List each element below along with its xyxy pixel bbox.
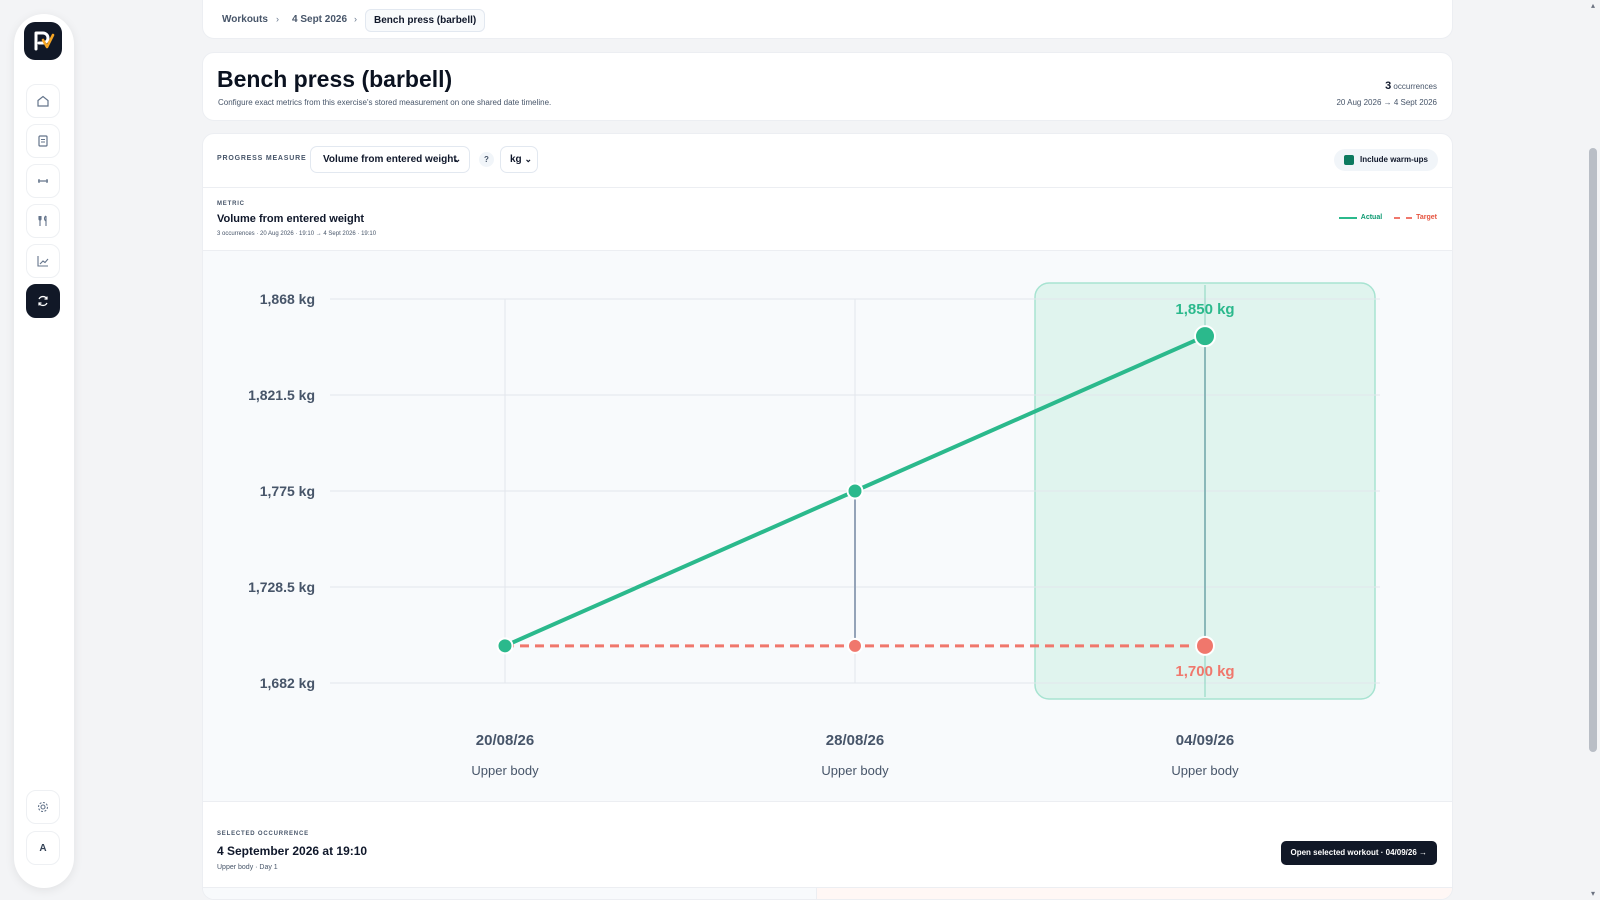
x-tick-sublabel: Upper body [821, 763, 889, 778]
sidebar: A [14, 14, 74, 888]
include-warmups-label: Include warm-ups [1359, 155, 1428, 164]
target-point[interactable] [1195, 635, 1215, 656]
scroll-up-icon[interactable]: ▴ [1590, 1, 1595, 10]
chevron-down-icon: ⌄ [453, 154, 461, 164]
occurrence-count-value: 3 [1385, 80, 1392, 92]
selected-occurrence-title: 4 September 2026 at 19:10 [217, 844, 368, 858]
selected-occurrence-label: SELECTED OCCURRENCE [217, 831, 309, 837]
y-tick-label: 1,682 kg [260, 675, 315, 691]
nav-home[interactable] [26, 84, 60, 118]
nav-exercises[interactable] [26, 164, 60, 198]
x-tick-sublabel: Upper body [1171, 763, 1239, 778]
exercise-header: Bench press (barbell) Configure exact me… [202, 52, 1453, 121]
metric-name: Volume from entered weight [217, 213, 365, 225]
scroll-down-icon[interactable]: ▾ [1590, 889, 1595, 898]
home-icon [37, 95, 49, 107]
avatar[interactable]: A [26, 831, 60, 865]
open-workout-button[interactable]: Open selected workout · 04/09/26 → [1280, 841, 1437, 865]
actual-value-label: 1,850 kg [1175, 301, 1234, 318]
nav-progress[interactable] [26, 284, 60, 318]
utensils-icon [38, 215, 47, 226]
detail-panel-right [816, 887, 1452, 899]
measure-select-value: Volume from entered weight [323, 154, 457, 165]
divider [203, 187, 1452, 188]
actual-point[interactable] [846, 482, 864, 500]
target-value-label: 1,700 kg [1175, 663, 1234, 680]
breadcrumb-current: Bench press (barbell) [365, 9, 486, 32]
settings-button[interactable] [26, 790, 60, 824]
chevron-down-icon: ⌄ [524, 154, 532, 164]
actual-point[interactable] [1194, 325, 1216, 348]
chart-icon [37, 256, 49, 267]
help-button[interactable]: ? [479, 152, 494, 167]
x-tick-label: 28/08/26 [826, 732, 884, 749]
nav-workouts[interactable] [26, 124, 60, 158]
divider [203, 801, 1452, 802]
gear-icon [37, 801, 49, 813]
page-title: Bench press (barbell) [217, 66, 453, 92]
detail-panel-left [203, 887, 816, 899]
dumbbell-icon [38, 179, 48, 183]
progress-card: PROGRESS MEASURE Volume from entered wei… [202, 133, 1453, 900]
target-point[interactable] [847, 637, 863, 654]
measure-select[interactable]: Volume from entered weight ⌄ [310, 146, 470, 173]
unit-select[interactable]: kg ⌄ [500, 146, 538, 173]
occurrence-count: 3 occurrences [1385, 80, 1437, 92]
y-tick-label: 1,821.5 kg [248, 387, 315, 403]
unit-select-value: kg [510, 154, 522, 165]
occurrence-count-label: occurrences [1393, 82, 1437, 91]
chart-legend: Actual Target [1338, 214, 1437, 221]
logo-mark [34, 31, 55, 51]
occurrence-date-range: 20 Aug 2026 → 4 Sept 2026 [1336, 98, 1437, 107]
include-warmups-toggle[interactable]: Include warm-ups [1333, 149, 1438, 171]
nav-analytics[interactable] [26, 244, 60, 278]
selected-occurrence-subtitle: Upper body · Day 1 [217, 864, 278, 871]
legend-actual-swatch [1338, 216, 1357, 219]
y-tick-label: 1,728.5 kg [248, 579, 315, 595]
breadcrumb-date[interactable]: 4 Sept 2026 [292, 14, 348, 25]
chart-area: 1,868 kg 1,821.5 kg 1,775 kg 1,728.5 kg 1,68… [203, 251, 1452, 801]
x-tick-label: 20/08/26 [476, 732, 534, 749]
divider [203, 250, 1452, 251]
metric-label: METRIC [217, 201, 245, 207]
legend-target-swatch [1394, 216, 1413, 219]
progress-measure-label: PROGRESS MEASURE [217, 155, 307, 162]
checkbox-checked-icon[interactable] [1343, 155, 1354, 165]
metric-detail: 3 occurrences · 20 Aug 2026 · 19:10 → 4 … [217, 231, 377, 237]
y-tick-label: 1,775 kg [260, 483, 315, 499]
x-tick-label: 04/09/26 [1176, 732, 1234, 749]
sync-icon [38, 295, 48, 307]
breadcrumb-separator: › [354, 14, 357, 24]
breadcrumb: Workouts › 4 Sept 2026 › Bench press (ba… [202, 0, 1453, 39]
y-tick-label: 1,868 kg [260, 291, 315, 307]
progress-chart: 1,868 kg 1,821.5 kg 1,775 kg 1,728.5 kg 1,68… [248, 282, 1380, 778]
nav-nutrition[interactable] [26, 204, 60, 238]
breadcrumb-separator: › [276, 14, 279, 24]
page-scrollbar[interactable]: ▴ ▾ [1586, 0, 1600, 900]
breadcrumb-workouts[interactable]: Workouts [222, 14, 268, 25]
legend-actual-label: Actual [1360, 214, 1383, 221]
clipboard-icon [38, 135, 48, 147]
page-subtitle: Configure exact metrics from this exerci… [218, 98, 552, 107]
app-logo[interactable] [24, 22, 62, 60]
actual-point[interactable] [496, 637, 514, 655]
legend-target-label: Target [1416, 214, 1437, 221]
scrollbar-thumb[interactable] [1589, 148, 1597, 752]
x-tick-sublabel: Upper body [471, 763, 539, 778]
